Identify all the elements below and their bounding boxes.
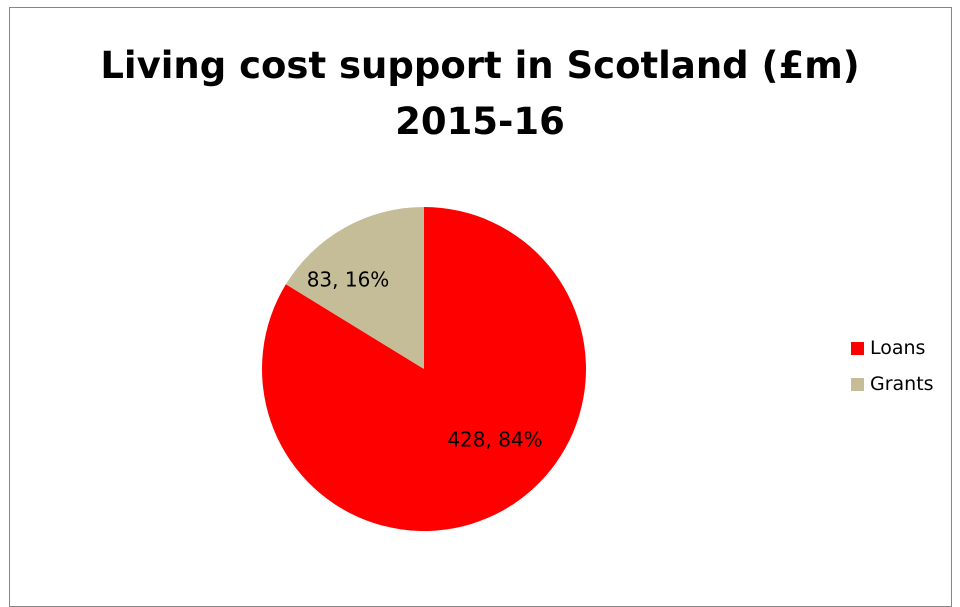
legend-label-loans: Loans xyxy=(870,337,926,359)
chart-legend: Loans Grants xyxy=(851,330,934,402)
chart-title: Living cost support in Scotland (£m) 201… xyxy=(0,38,960,150)
legend-label-grants: Grants xyxy=(870,373,934,395)
legend-swatch-grants xyxy=(851,377,864,391)
chart-title-line-1: Living cost support in Scotland (£m) xyxy=(100,44,860,87)
pie-slice-grants xyxy=(285,207,424,369)
legend-swatch-loans xyxy=(851,341,864,355)
data-label-loans: 428, 84% xyxy=(447,428,542,452)
legend-item-loans: Loans xyxy=(851,330,934,366)
legend-item-grants: Grants xyxy=(851,366,934,402)
pie-chart: 428, 84% 83, 16% xyxy=(262,207,587,531)
data-label-grants: 83, 16% xyxy=(307,268,390,292)
pie-slice-loans xyxy=(262,207,587,531)
chart-title-line-2: 2015-16 xyxy=(395,100,565,143)
